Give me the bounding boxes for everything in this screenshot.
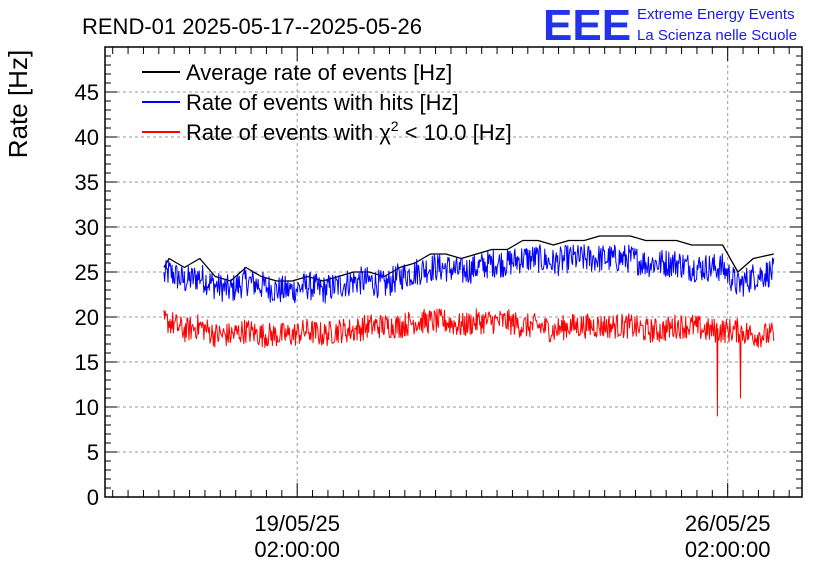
y-tick-label: 25 [75, 260, 99, 285]
y-tick-label: 0 [87, 485, 99, 510]
eee-logo-line2: La Scienza nelle Scuole [637, 27, 797, 44]
y-tick-label: 20 [75, 305, 99, 330]
legend: Average rate of events [Hz] Rate of event… [142, 60, 512, 145]
eee-logo: EEE Extreme Energy Events La Scienza nel… [543, 1, 797, 50]
y-tick-label: 45 [75, 80, 99, 105]
y-tick-label: 10 [75, 395, 99, 420]
legend-entry-label: Rate of events with hits [Hz] [186, 90, 459, 115]
y-tick-label: 15 [75, 350, 99, 375]
legend-entry-label: Rate of events with χ2 < 10.0 [Hz] [186, 118, 512, 145]
eee-logo-mark: EEE [543, 1, 631, 50]
x-tick-date-label: 19/05/25 [254, 511, 340, 536]
eee-logo-line1: Extreme Energy Events [637, 6, 795, 23]
axis-layer: 05101520253035404519/05/2502:00:0026/05/… [75, 47, 802, 562]
y-tick-label: 30 [75, 215, 99, 240]
y-tick-label: 40 [75, 125, 99, 150]
legend-entry-label: Average rate of events [Hz] [186, 60, 452, 85]
x-tick-time-label: 02:00:00 [254, 537, 340, 562]
x-tick-time-label: 02:00:00 [685, 537, 771, 562]
x-tick-date-label: 26/05/25 [685, 511, 771, 536]
chart-title: REND-01 2025-05-17--2025-05-26 [82, 14, 422, 39]
series-layer [163, 235, 775, 417]
series-rate-chi2 [163, 308, 775, 417]
y-axis-label: Rate [Hz] [3, 50, 33, 158]
y-tick-label: 5 [87, 440, 99, 465]
series-rate-with-hits [163, 244, 775, 304]
grid-layer [105, 47, 802, 498]
y-tick-label: 35 [75, 170, 99, 195]
